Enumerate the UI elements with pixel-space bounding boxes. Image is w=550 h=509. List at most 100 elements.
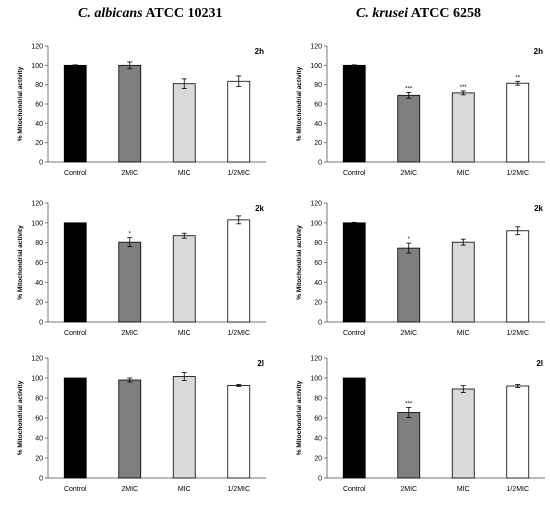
mitochondrial-activity-chart: 0 20 40 60 80 100 120 % Mitochondrial activity 2… [275, 350, 550, 509]
strain-name: ATCC 10231 [145, 6, 223, 21]
y-tick-label: 80 [35, 240, 43, 247]
y-tick-label: 0 [39, 160, 43, 167]
y-tick-label: 120 [310, 44, 322, 51]
y-tick-label: 20 [35, 456, 43, 463]
x-tick-label: MIC [457, 330, 470, 337]
bar [397, 412, 421, 479]
bar [172, 83, 196, 163]
significance-label: *** [405, 86, 413, 92]
bar [397, 247, 421, 323]
bar [451, 241, 475, 323]
x-tick-label: Control [64, 330, 87, 337]
y-axis-label: % Mitochondrial activity [296, 380, 303, 455]
panel-label: 2k [255, 204, 264, 213]
x-tick-label: Control [343, 486, 366, 493]
x-tick-label: MIC [457, 486, 470, 493]
bar [342, 377, 366, 479]
y-tick-label: 20 [314, 140, 322, 147]
chart-svg: 0 20 40 60 80 100 120 % Mitochondrial activity 2… [296, 356, 545, 493]
y-tick-label: 40 [314, 121, 322, 128]
y-tick-label: 20 [314, 456, 322, 463]
significance-label: * [129, 232, 132, 238]
bar [63, 222, 87, 323]
x-tick-label: 1/2MIC [506, 330, 529, 337]
x-tick-label: 2MIC [121, 330, 138, 337]
y-tick-label: 80 [35, 396, 43, 403]
y-tick-label: 60 [314, 416, 322, 423]
bar [506, 385, 530, 479]
y-tick-label: 120 [31, 44, 43, 51]
mitochondrial-activity-chart: 0 20 40 60 80 100 120 % Mitochondrial activity 2… [275, 195, 550, 353]
y-tick-label: 100 [31, 376, 43, 383]
mitochondrial-activity-chart: 0 20 40 60 80 100 120 % Mitochondrial activity 2… [0, 350, 275, 509]
y-tick-label: 40 [35, 436, 43, 443]
x-tick-label: 2MIC [121, 486, 138, 493]
y-tick-label: 0 [39, 320, 43, 327]
column-title-krusei: C. krusei ATCC 6258 [356, 6, 481, 22]
x-tick-label: MIC [178, 170, 191, 177]
y-tick-label: 40 [35, 280, 43, 287]
species-name: C. krusei [356, 6, 409, 21]
y-axis-label: % Mitochondrial activity [17, 380, 24, 455]
x-tick-label: Control [64, 170, 87, 177]
y-tick-label: 120 [310, 356, 322, 363]
x-tick-label: Control [343, 170, 366, 177]
y-tick-label: 0 [318, 476, 322, 483]
bar [342, 222, 366, 323]
y-tick-label: 40 [35, 121, 43, 128]
y-tick-label: 40 [314, 280, 322, 287]
panel-label: 2k [534, 204, 543, 213]
bar [451, 388, 475, 479]
y-tick-label: 120 [31, 356, 43, 363]
x-tick-label: Control [343, 330, 366, 337]
x-tick-label: 2MIC [400, 486, 417, 493]
column-title-albicans: C. albicans ATCC 10231 [78, 6, 222, 22]
bar [63, 377, 87, 479]
bar [397, 94, 421, 163]
bar [342, 64, 366, 163]
x-tick-label: MIC [457, 170, 470, 177]
panel-label: 2h [534, 47, 543, 56]
chart-svg: 0 20 40 60 80 100 120 % Mitochondrial activity 2… [17, 44, 266, 177]
y-tick-label: 100 [31, 63, 43, 70]
x-tick-label: 1/2MIC [227, 170, 250, 177]
y-tick-label: 60 [35, 260, 43, 267]
y-axis-label: % Mitochondrial activity [296, 66, 303, 141]
bar [118, 64, 142, 163]
bar [227, 219, 251, 323]
chart-svg: 0 20 40 60 80 100 120 % Mitochondrial activity 2… [17, 356, 266, 493]
y-tick-label: 60 [314, 102, 322, 109]
bar [451, 92, 475, 163]
x-tick-label: 1/2MIC [227, 330, 250, 337]
x-tick-label: 2MIC [121, 170, 138, 177]
bar [506, 82, 530, 163]
panel-label: 2l [536, 359, 543, 368]
chart-svg: 0 20 40 60 80 100 120 % Mitochondrial activity 2… [296, 44, 545, 177]
y-tick-label: 80 [314, 82, 322, 89]
x-tick-label: 1/2MIC [227, 486, 250, 493]
y-tick-label: 0 [318, 160, 322, 167]
y-tick-label: 120 [31, 201, 43, 208]
y-tick-label: 0 [39, 476, 43, 483]
y-tick-label: 20 [35, 300, 43, 307]
y-tick-label: 40 [314, 436, 322, 443]
significance-label: *** [405, 402, 413, 408]
y-tick-label: 60 [35, 416, 43, 423]
chart-svg: 0 20 40 60 80 100 120 % Mitochondrial activity 2… [17, 201, 266, 337]
x-tick-label: MIC [178, 486, 191, 493]
y-tick-label: 100 [310, 63, 322, 70]
x-tick-label: Control [64, 486, 87, 493]
y-tick-label: 100 [31, 220, 43, 227]
mitochondrial-activity-chart: 0 20 40 60 80 100 120 % Mitochondrial activity 2… [0, 195, 275, 353]
bar [227, 80, 251, 163]
x-tick-label: 2MIC [400, 170, 417, 177]
y-tick-label: 80 [35, 82, 43, 89]
bar [172, 376, 196, 479]
strain-name: ATCC 6258 [410, 6, 481, 21]
y-tick-label: 60 [35, 102, 43, 109]
y-tick-label: 20 [314, 300, 322, 307]
y-axis-label: % Mitochondrial activity [296, 225, 303, 300]
y-axis-label: % Mitochondrial activity [17, 66, 24, 141]
y-tick-label: 100 [310, 376, 322, 383]
bar [118, 379, 142, 479]
